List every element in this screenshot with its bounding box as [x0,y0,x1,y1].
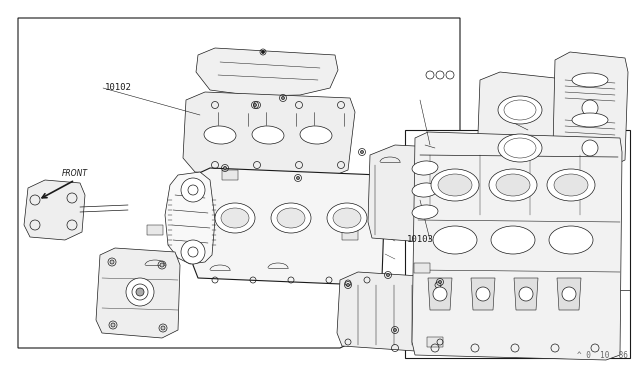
Ellipse shape [412,205,438,219]
Circle shape [223,167,227,170]
Polygon shape [428,278,452,310]
Ellipse shape [271,203,311,233]
Ellipse shape [438,174,472,196]
Ellipse shape [489,169,537,201]
Ellipse shape [204,126,236,144]
Circle shape [111,323,115,327]
Circle shape [360,151,364,154]
Ellipse shape [412,183,438,197]
Polygon shape [18,18,460,348]
Text: 10102: 10102 [105,83,132,93]
Circle shape [181,178,205,202]
Polygon shape [193,168,385,285]
Polygon shape [553,52,628,167]
Circle shape [476,287,490,301]
Circle shape [394,328,397,331]
Text: 10103: 10103 [407,235,434,244]
Circle shape [136,288,144,296]
Circle shape [253,103,257,106]
Text: ^ 0  10  86: ^ 0 10 86 [577,351,628,360]
Circle shape [346,283,349,286]
Ellipse shape [498,134,542,162]
Polygon shape [471,278,495,310]
Polygon shape [342,230,358,240]
Text: FRONT: FRONT [62,169,88,177]
Circle shape [433,287,447,301]
Ellipse shape [412,161,438,175]
Ellipse shape [549,226,593,254]
Circle shape [438,280,442,283]
Ellipse shape [252,126,284,144]
Polygon shape [24,180,85,240]
Polygon shape [427,337,443,347]
Polygon shape [183,92,355,178]
Circle shape [562,287,576,301]
Polygon shape [196,48,338,96]
Polygon shape [477,72,560,182]
Polygon shape [147,225,163,235]
Polygon shape [412,132,622,360]
Polygon shape [405,130,630,358]
Circle shape [126,278,154,306]
Polygon shape [414,263,430,273]
Ellipse shape [277,208,305,228]
Ellipse shape [433,226,477,254]
Circle shape [161,326,165,330]
Ellipse shape [300,126,332,144]
Circle shape [582,100,598,116]
Circle shape [582,140,598,156]
Ellipse shape [496,174,530,196]
Circle shape [110,260,114,264]
Ellipse shape [547,169,595,201]
Polygon shape [337,272,452,352]
Circle shape [387,273,390,276]
Polygon shape [557,278,581,310]
Ellipse shape [431,169,479,201]
Circle shape [262,51,264,54]
Circle shape [282,96,285,99]
Ellipse shape [215,203,255,233]
Polygon shape [165,172,215,264]
Polygon shape [222,170,238,180]
Ellipse shape [491,226,535,254]
Circle shape [519,287,533,301]
Circle shape [181,240,205,264]
Polygon shape [368,145,460,243]
Polygon shape [96,248,180,338]
Ellipse shape [572,73,608,87]
Ellipse shape [333,208,361,228]
Circle shape [296,176,300,180]
Ellipse shape [221,208,249,228]
Ellipse shape [498,96,542,124]
Circle shape [160,263,164,267]
Ellipse shape [554,174,588,196]
Polygon shape [514,278,538,310]
Ellipse shape [327,203,367,233]
Ellipse shape [572,113,608,127]
